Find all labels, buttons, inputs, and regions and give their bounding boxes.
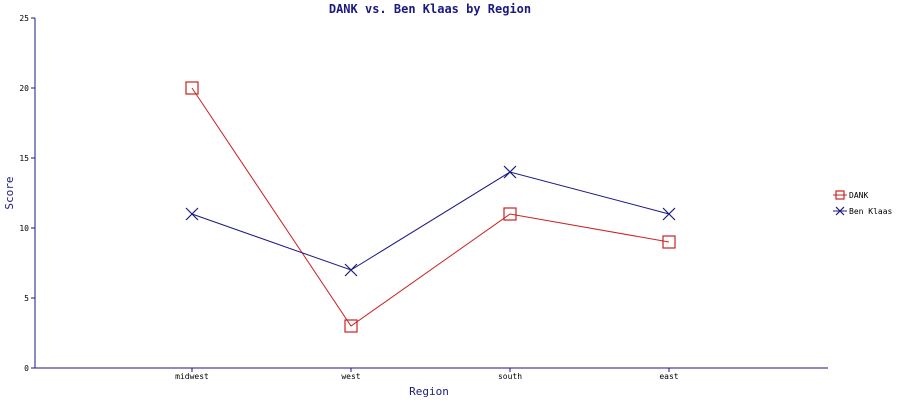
data-point-ben-klaas: [503, 165, 517, 179]
data-point-dank: [344, 319, 358, 333]
legend-item-ben-klaas: Ben Klaas: [833, 206, 893, 216]
x-tick-label: midwest: [175, 372, 209, 381]
legend: DANK Ben Klaas: [833, 190, 893, 216]
series-line-ben-klaas: [191, 171, 670, 271]
y-tick-label: 20: [19, 84, 29, 93]
data-point-dank: [185, 81, 199, 95]
series-ben-klaas: [185, 165, 676, 277]
series-layer: [185, 81, 676, 333]
series-dank: [185, 81, 676, 333]
y-tick-label: 5: [24, 294, 29, 303]
legend-label: DANK: [849, 191, 868, 200]
legend-label: Ben Klaas: [849, 207, 893, 216]
data-point-dank: [503, 207, 517, 221]
y-axis-title: Score: [3, 176, 16, 209]
x-tick-label: east: [659, 372, 678, 381]
axes: [34, 18, 828, 369]
legend-marker: [835, 206, 845, 216]
y-ticks: 0 5 10 15 20 25: [19, 14, 35, 373]
legend-marker: [835, 190, 845, 200]
x-tick-label: south: [498, 372, 522, 381]
chart-title: DANK vs. Ben Klaas by Region: [329, 2, 531, 16]
x-ticks: midwest west south east: [175, 368, 679, 381]
legend-item-dank: DANK: [833, 190, 868, 200]
x-tick-label: west: [341, 372, 360, 381]
y-tick-label: 10: [19, 224, 29, 233]
y-tick-label: 25: [19, 14, 29, 23]
data-point-ben-klaas: [662, 207, 676, 221]
y-tick-label: 15: [19, 154, 29, 163]
data-point-ben-klaas: [185, 207, 199, 221]
x-axis-title: Region: [409, 385, 449, 398]
y-tick-label: 0: [24, 364, 29, 373]
data-point-dank: [662, 235, 676, 249]
data-point-ben-klaas: [344, 263, 358, 277]
series-line-dank: [191, 87, 670, 327]
